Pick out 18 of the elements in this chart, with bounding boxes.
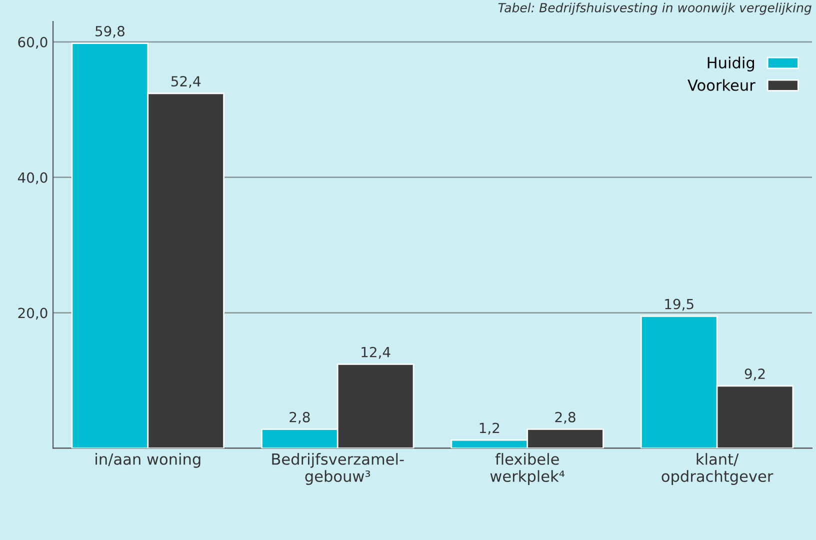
data-label: 52,4 — [171, 76, 201, 88]
data-label: 59,8 — [96, 26, 124, 38]
data-label: 2,8 — [290, 412, 310, 424]
data-label: 9,2 — [744, 368, 765, 380]
y-tick-label: 60,0 — [18, 36, 48, 49]
y-tick-label: 40,0 — [18, 172, 48, 184]
legend-label: Voorkeur — [688, 79, 756, 91]
data-label: 1,2 — [480, 422, 500, 435]
y-tick-label: 20,0 — [18, 308, 48, 320]
x-tick-label: Bedrijfsverzamel- gebouw³ — [272, 453, 404, 485]
x-tick-label: klant/ opdrachtgever — [662, 453, 774, 485]
x-tick-label: in/aan woning — [96, 453, 200, 468]
x-tick-label: flexibele werkplek⁴ — [490, 453, 565, 485]
data-label: 2,8 — [555, 412, 576, 424]
text: Tabel: Bedrijfshuisvesting in woonwijk vergelijking — [498, 2, 812, 15]
data-label: 12,4 — [362, 346, 390, 359]
data-label: 19,5 — [665, 298, 694, 311]
legend-label: Huidig — [708, 56, 754, 72]
